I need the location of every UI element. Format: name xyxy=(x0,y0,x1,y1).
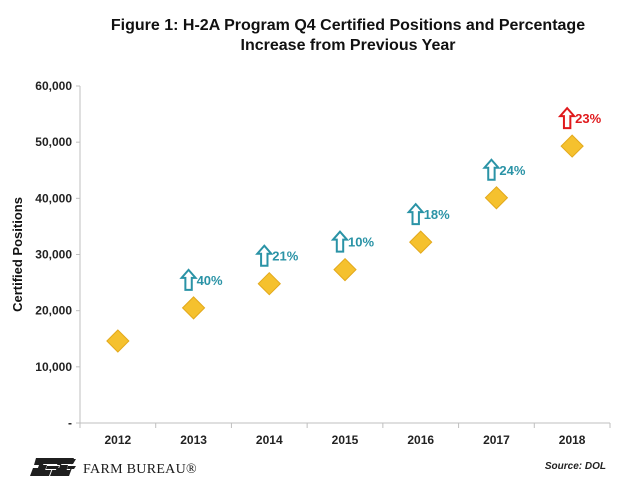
logo-text: FARM BUREAU® xyxy=(83,462,197,477)
chart-title-line: Increase from Previous Year xyxy=(241,37,456,54)
source-note: Source: DOL xyxy=(545,461,606,472)
x-tick-label: 2015 xyxy=(332,433,359,447)
y-tick-label: 30,000 xyxy=(35,248,72,262)
x-tick-label: 2014 xyxy=(256,433,283,447)
pct-label-2017: 24% xyxy=(499,163,525,178)
chart-title-line: Figure 1: H-2A Program Q4 Certified Posi… xyxy=(111,17,585,34)
pct-annotations: 40% 21% 10% 18% 24% 23% xyxy=(179,106,602,291)
x-tick-label: 2013 xyxy=(180,433,207,447)
farm-bureau-logo-icon xyxy=(30,458,76,476)
y-tick-label: 40,000 xyxy=(35,191,72,205)
pct-arrow-icon xyxy=(406,202,425,226)
pct-label-2014: 21% xyxy=(272,249,298,264)
pct-arrow-icon xyxy=(330,230,350,253)
data-point-2015 xyxy=(333,257,357,282)
data-point-2016 xyxy=(409,230,433,254)
y-axis-label: Certified Positions xyxy=(10,197,25,312)
y-tick-label: 50,000 xyxy=(35,135,72,149)
y-ticks: - 10,000 20,000 30,000 40,000 50,000 60,000 xyxy=(35,79,80,430)
x-ticks: 2012 2013 2014 2015 2016 2017 2018 xyxy=(79,423,611,447)
data-point-2012 xyxy=(106,329,130,353)
pct-label-2018: 23% xyxy=(575,111,601,126)
y-tick-label: 60,000 xyxy=(35,79,72,93)
data-point-2014 xyxy=(257,271,281,296)
data-point-2017 xyxy=(484,186,509,210)
y-tick-label: 10,000 xyxy=(35,360,72,374)
x-tick-label: 2017 xyxy=(483,433,510,447)
chart-title: Figure 1: H-2A Program Q4 Certified Posi… xyxy=(111,17,585,54)
y-tick-label: - xyxy=(68,416,72,430)
x-tick-label: 2016 xyxy=(407,433,434,447)
data-point-2018 xyxy=(560,134,584,158)
pct-arrow-icon xyxy=(557,106,577,130)
pct-label-2013: 40% xyxy=(197,273,223,288)
pct-label-2015: 10% xyxy=(348,235,374,250)
x-tick-label: 2018 xyxy=(559,433,586,447)
pct-arrow-icon xyxy=(179,268,198,291)
pct-label-2016: 18% xyxy=(424,207,450,222)
pct-arrow-icon xyxy=(255,244,274,267)
pct-arrow-icon xyxy=(482,158,501,181)
y-tick-label: 20,000 xyxy=(35,304,72,318)
data-point-2013 xyxy=(181,296,206,320)
x-tick-label: 2012 xyxy=(105,433,132,447)
data-points xyxy=(106,134,584,353)
